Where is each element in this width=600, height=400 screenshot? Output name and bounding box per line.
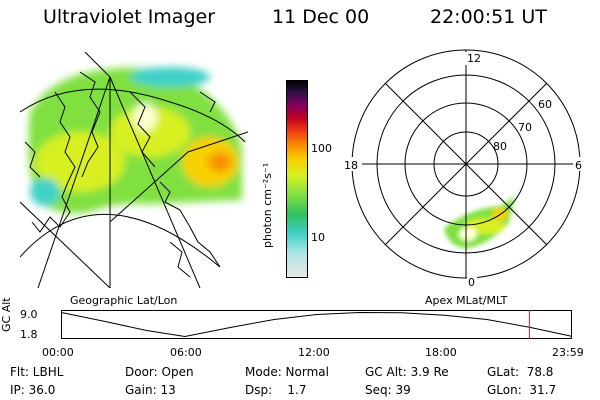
gc-alt-readout: GC Alt: 3.9 Re: [365, 365, 449, 379]
dsp-readout: Dsp: 1.7: [245, 383, 307, 397]
colorbar-tick-100: 100: [311, 142, 332, 155]
glon-readout: GLon: 31.7: [487, 383, 557, 397]
x-tick-0000: 00:00: [42, 346, 74, 359]
mode-readout: Mode: Normal: [245, 365, 329, 379]
time-label: 22:00:51 UT: [430, 6, 547, 28]
polar-plot: 12 18 6 0 60 70 80: [342, 49, 585, 289]
altitude-frame: [61, 310, 572, 339]
date-label: 11 Dec 00: [272, 6, 370, 28]
x-tick-1800: 18:00: [425, 346, 457, 359]
mlt-label-18: 18: [344, 159, 358, 172]
colorbar-tick-10: 10: [311, 231, 325, 244]
polar-diag-2: [384, 82, 548, 246]
door-readout: Door: Open: [125, 365, 194, 379]
altitude-curve: [61, 311, 572, 338]
altitude-plot: [61, 310, 572, 339]
geo-panel-label: Geographic Lat/Lon: [70, 294, 178, 307]
altitude-ylabel: GC Alt: [0, 297, 13, 332]
glat-readout: GLat: 78.8: [487, 365, 554, 379]
gain-readout: Gain: 13: [125, 383, 176, 397]
aurora-emission-geo: [28, 67, 242, 214]
instrument-title: Ultraviolet Imager: [43, 6, 216, 28]
seq-readout: Seq: 39: [365, 383, 411, 397]
mlt-label-6: 6: [575, 159, 582, 172]
x-tick-2359: 23:59: [552, 346, 584, 359]
lat-label-60: 60: [538, 98, 552, 111]
colorbar-unit-label: photon cm⁻²s⁻¹: [261, 162, 274, 248]
x-tick-0600: 06:00: [170, 346, 202, 359]
aurora-emission-polar: [444, 194, 514, 248]
altitude-ymax-label: 9.0: [20, 308, 38, 321]
mlt-label-12: 12: [467, 52, 481, 65]
filter-readout: Flt: LBHL: [10, 365, 64, 379]
x-tick-1200: 12:00: [298, 346, 330, 359]
lat-label-70: 70: [518, 121, 532, 134]
geo-grid: [20, 52, 248, 288]
geographic-map: [20, 52, 248, 288]
lat-label-80: 80: [493, 140, 507, 153]
altitude-ymin-label: 1.8: [20, 328, 38, 341]
ip-readout: IP: 36.0: [10, 383, 56, 397]
polar-panel-label: Apex MLat/MLT: [425, 294, 508, 307]
mlt-label-0: 0: [468, 276, 475, 289]
coastlines: [24, 71, 221, 278]
colorbar: [286, 80, 308, 278]
